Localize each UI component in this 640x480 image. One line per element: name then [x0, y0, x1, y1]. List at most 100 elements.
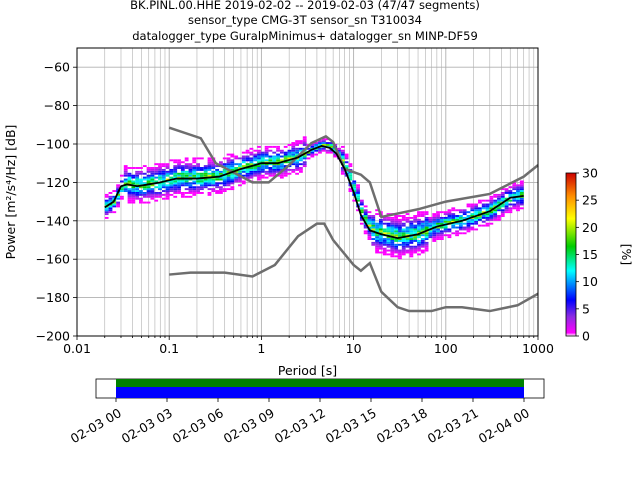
heatmap-cell — [264, 170, 269, 173]
heatmap-cell — [230, 174, 235, 177]
heatmap-cell — [112, 190, 117, 192]
heatmap-cell — [394, 228, 399, 231]
heatmap-cell — [394, 249, 399, 252]
heatmap-cell — [260, 151, 265, 154]
heatmap-cell — [161, 176, 166, 179]
heatmap-cell — [500, 188, 505, 191]
heatmap-cell — [222, 168, 227, 171]
heatmap-cell — [485, 209, 490, 212]
heatmap-cell — [180, 167, 185, 169]
heatmap-cell — [371, 241, 376, 244]
heatmap-cell — [207, 192, 212, 194]
heatmap-cell — [203, 184, 208, 187]
heatmap-cell — [409, 232, 414, 235]
heatmap-cell — [279, 159, 284, 162]
heatmap-cell — [177, 192, 181, 194]
heatmap-cell — [359, 211, 364, 214]
heatmap-cell — [512, 207, 517, 210]
heatmap-cell — [299, 149, 303, 152]
heatmap-cell — [146, 170, 151, 173]
heatmap-cell — [241, 151, 246, 154]
heatmap-cell — [417, 211, 421, 214]
heatmap-cell — [241, 180, 246, 183]
heatmap-cell — [291, 168, 296, 171]
heatmap-cell — [375, 247, 379, 250]
heatmap-cell — [222, 178, 227, 181]
heatmap-cell — [139, 178, 143, 181]
heatmap-cell — [131, 176, 136, 179]
heatmap-cell — [150, 197, 155, 200]
heatmap-cell — [173, 182, 178, 185]
heatmap-cell — [158, 184, 162, 187]
heatmap-cell — [165, 195, 170, 198]
heatmap-cell — [161, 184, 166, 187]
heatmap-cell — [283, 165, 288, 168]
heatmap-cell — [188, 188, 193, 191]
heatmap-cell — [447, 236, 452, 239]
heatmap-cell — [180, 170, 185, 173]
y-tick-label: −160 — [36, 252, 70, 267]
heatmap-cell — [169, 172, 174, 175]
heatmap-cell — [386, 243, 391, 246]
heatmap-cell — [386, 245, 391, 248]
heatmap-cell — [257, 155, 261, 158]
heatmap-cell — [173, 186, 178, 189]
heatmap-cell — [466, 218, 471, 221]
heatmap-cell — [123, 190, 128, 192]
heatmap-cell — [165, 174, 170, 177]
y-tick-label: −60 — [44, 60, 70, 75]
heatmap-cell — [378, 241, 383, 244]
heatmap-cell — [299, 167, 303, 169]
heatmap-cell — [409, 249, 414, 252]
heatmap-cell — [180, 178, 185, 181]
heatmap-cell — [135, 167, 140, 169]
heatmap-cell — [264, 145, 269, 148]
heatmap-cell — [203, 174, 208, 177]
heatmap-cell — [257, 153, 261, 156]
heatmap-cell — [203, 182, 208, 185]
heatmap-cell — [211, 184, 216, 187]
heatmap-cell — [234, 167, 239, 169]
heatmap-cell — [420, 251, 425, 254]
heatmap-cell — [127, 192, 132, 194]
heatmap-cell — [470, 222, 475, 225]
heatmap-cell — [485, 207, 490, 210]
heatmap-cell — [447, 220, 452, 223]
heatmap-cell — [405, 230, 410, 233]
heatmap-cell — [245, 174, 250, 177]
heatmap-cell — [257, 149, 261, 152]
heatmap-cell — [108, 199, 113, 202]
heatmap-cell — [169, 180, 174, 183]
heatmap-cell — [158, 182, 162, 185]
heatmap-cell — [211, 174, 216, 177]
heatmap-cell — [169, 170, 174, 173]
heatmap-cell — [489, 195, 494, 198]
heatmap-cell — [119, 190, 124, 192]
heatmap-cell — [409, 228, 414, 231]
heatmap-cell — [432, 222, 437, 225]
heatmap-cell — [394, 251, 399, 254]
heatmap-cell — [428, 234, 433, 237]
heatmap-cell — [367, 238, 372, 240]
heatmap-cell — [405, 216, 410, 219]
heatmap-cell — [420, 238, 425, 240]
heatmap-cell — [131, 167, 136, 169]
heatmap-cell — [219, 192, 223, 194]
heatmap-cell — [497, 216, 501, 219]
heatmap-cell — [226, 184, 231, 187]
heatmap-cell — [268, 145, 273, 148]
heatmap-cell — [196, 192, 200, 194]
heatmap-cell — [279, 155, 284, 158]
heatmap-cell — [196, 178, 200, 181]
coverage-bar-processed — [116, 387, 524, 398]
heatmap-cell — [257, 168, 261, 171]
heatmap-cell — [295, 159, 299, 162]
heatmap-cell — [276, 167, 280, 169]
heatmap-cell — [390, 251, 395, 254]
heatmap-cell — [428, 216, 433, 219]
heatmap-cell — [192, 167, 197, 169]
heatmap-cell — [150, 180, 155, 183]
heatmap-cell — [291, 155, 296, 158]
heatmap-cell — [142, 188, 147, 191]
heatmap-cell — [321, 138, 326, 141]
